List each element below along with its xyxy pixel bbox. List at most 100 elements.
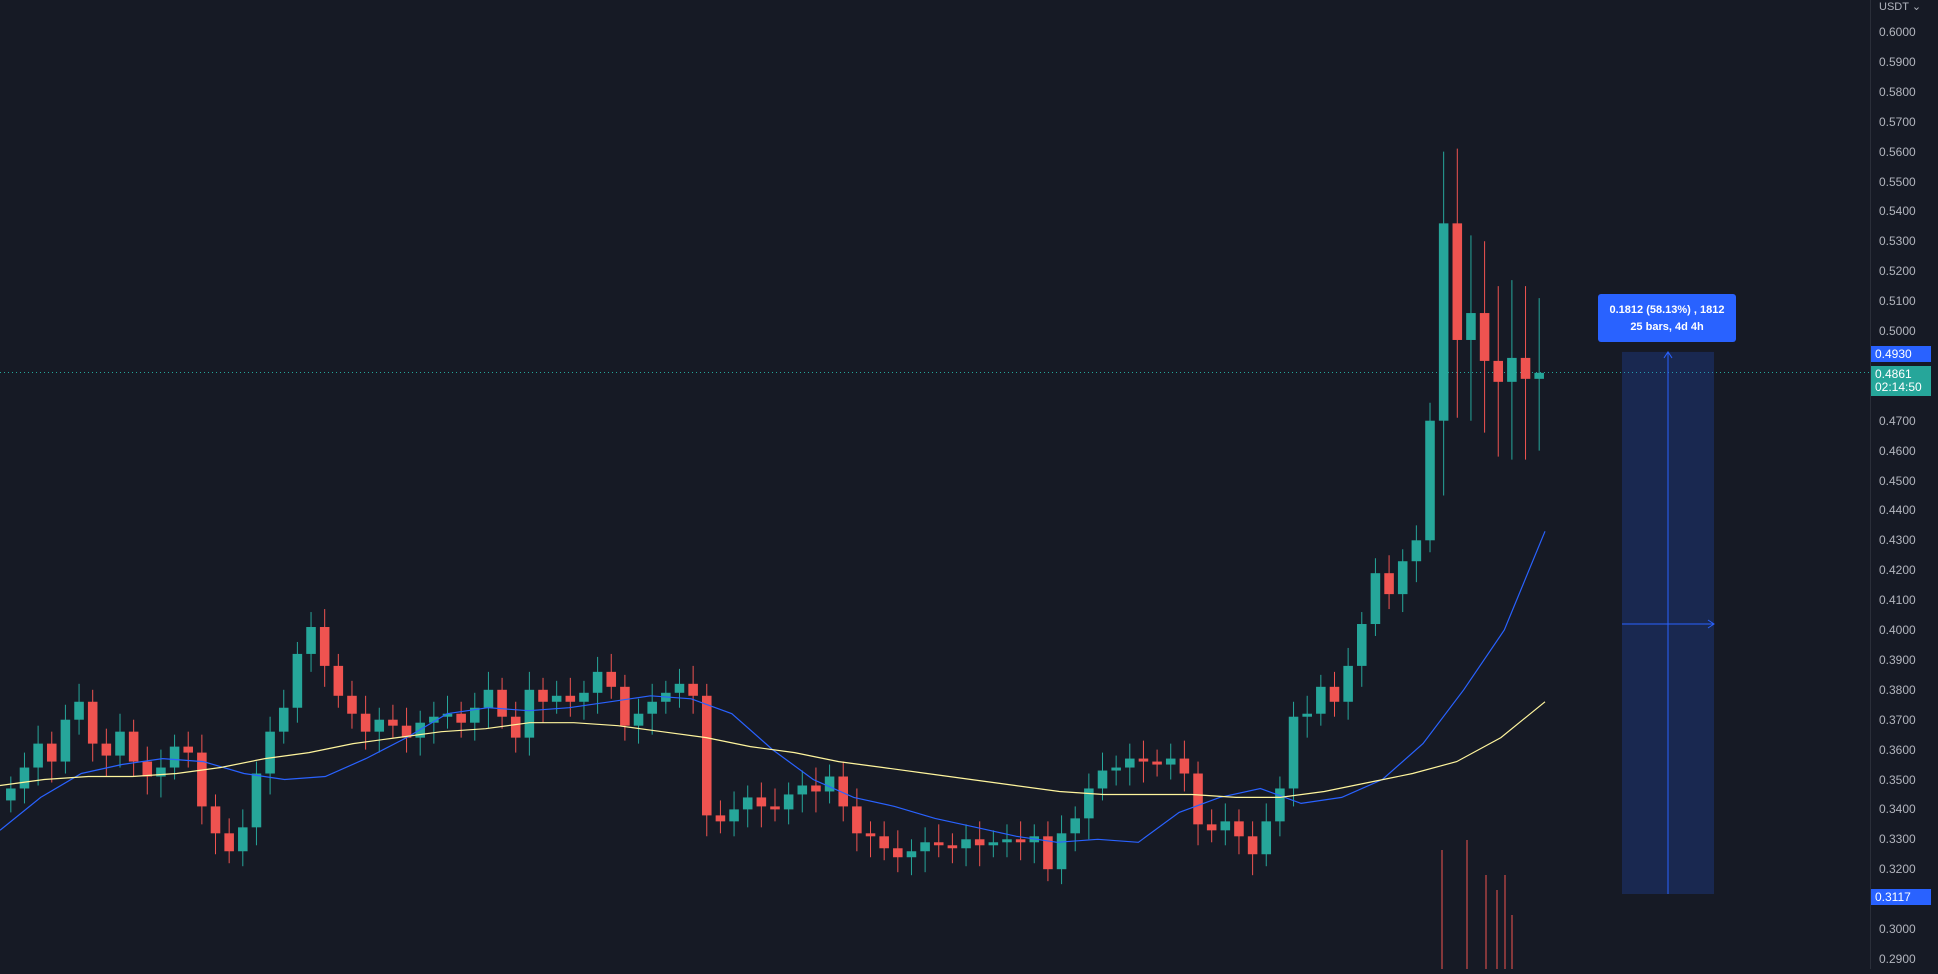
candle-body: [1520, 357, 1531, 379]
candle-body: [278, 707, 289, 732]
candle-body: [579, 692, 589, 702]
candle-body: [947, 845, 958, 849]
price-tick: 0.5900: [1879, 54, 1916, 69]
current-price-label: 0.4861: [1875, 367, 1912, 381]
candle-body: [401, 725, 412, 738]
candle-body: [169, 746, 180, 768]
candle-body: [647, 701, 657, 714]
chart-canvas[interactable]: 0.1812 (58.13%) , 1812 25 bars, 4d 4h: [0, 0, 1870, 969]
candle-body: [1125, 758, 1135, 768]
candle-body: [906, 851, 917, 858]
candle-body: [1316, 686, 1326, 714]
candle-body: [306, 627, 316, 654]
price-axis[interactable]: USDT ⌄ 0.6000 0.5900 0.5800 0.5700 0.5600 0.5…: [1870, 0, 1938, 969]
candle-body: [715, 815, 726, 822]
candle-body: [1288, 716, 1299, 789]
candle-body: [879, 836, 889, 849]
candle-body: [33, 743, 43, 768]
price-tick: 0.6000: [1879, 25, 1916, 39]
measure-top-price-tag: 0.4930: [1871, 346, 1931, 362]
candle-body: [688, 683, 698, 696]
candle-body: [1070, 818, 1080, 834]
candle-body: [961, 839, 971, 849]
current-price-tag: 0.4861 02:14:50: [1871, 366, 1931, 396]
candle-body: [19, 767, 30, 789]
measure-change-label: 0.1812 (58.13%) , 1812: [1609, 304, 1725, 316]
candle-body: [319, 627, 330, 666]
candle-body: [1097, 770, 1108, 789]
price-tick: 0.5700: [1879, 114, 1916, 129]
candle-body: [1138, 758, 1149, 762]
candle-body: [824, 776, 835, 792]
price-tick: 0.4500: [1879, 473, 1916, 488]
candle-body: [1534, 372, 1544, 379]
currency-selector[interactable]: USDT ⌄: [1879, 0, 1921, 13]
candle-body: [633, 713, 644, 726]
price-tick: 0.3400: [1879, 802, 1916, 817]
candle-body: [128, 731, 139, 762]
candle-body: [360, 713, 371, 732]
candle-body: [470, 707, 480, 723]
candle-body: [510, 716, 521, 738]
candle-body: [251, 773, 262, 828]
candle-body: [1466, 313, 1476, 340]
candle-body: [46, 743, 57, 762]
candle-body: [1015, 839, 1026, 843]
candle-body: [620, 686, 630, 726]
candle-body: [1275, 788, 1285, 822]
price-chart[interactable]: [0, 0, 1870, 969]
candle-body: [592, 671, 603, 693]
measure-tooltip: 0.1812 (58.13%) , 1812 25 bars, 4d 4h: [1598, 294, 1736, 342]
candle-body: [1084, 788, 1094, 819]
price-tick: 0.4200: [1879, 563, 1916, 578]
candle-body: [429, 716, 439, 723]
candle-body: [674, 683, 685, 693]
price-tick: 0.3700: [1879, 712, 1916, 727]
candle-body: [1493, 360, 1504, 382]
candle-body: [701, 695, 712, 816]
candle-body: [1165, 758, 1176, 765]
candle-body: [551, 695, 562, 702]
candle-body: [1302, 713, 1312, 717]
ma-slow-line: [0, 701, 1546, 798]
candle-body: [224, 833, 234, 852]
candle-body: [6, 788, 16, 801]
candle-body: [838, 776, 849, 807]
candle-body: [156, 767, 166, 777]
price-tick: 0.5400: [1879, 204, 1916, 219]
candle-body: [865, 833, 876, 837]
candle-body: [811, 785, 821, 792]
candle-body: [483, 689, 494, 708]
price-tick: 0.3200: [1879, 862, 1916, 877]
candle-body: [988, 842, 999, 846]
candle-body: [1206, 824, 1217, 831]
candle-body: [1507, 357, 1517, 382]
candle-body: [197, 752, 207, 807]
candle-body: [1152, 761, 1162, 765]
candle-body: [60, 719, 71, 762]
price-tick: 0.5600: [1879, 144, 1916, 159]
price-tick: 0.4100: [1879, 593, 1916, 608]
candle-body: [1329, 686, 1340, 702]
candle-body: [456, 713, 466, 723]
candle-body: [388, 719, 398, 726]
candle-body: [1179, 758, 1190, 774]
candle-body: [893, 848, 903, 858]
candle-body: [606, 671, 617, 687]
candle-body: [974, 839, 985, 846]
candle-body: [265, 731, 275, 774]
candle-body: [524, 689, 535, 738]
candle-body: [87, 701, 98, 744]
candle-body: [292, 653, 303, 708]
candle-body: [210, 806, 221, 834]
candle-body: [497, 689, 507, 717]
price-tick: 0.5300: [1879, 234, 1916, 249]
candle-body: [101, 743, 112, 756]
chevron-down-icon: ⌄: [1911, 1, 1922, 13]
price-tick: 0.3500: [1879, 772, 1916, 787]
candle-body: [1452, 223, 1463, 340]
candle-body: [1111, 767, 1121, 771]
price-tick: 0.5800: [1879, 84, 1916, 99]
candle-body: [1220, 821, 1231, 831]
measure-arrow-right-icon: [1707, 619, 1715, 629]
